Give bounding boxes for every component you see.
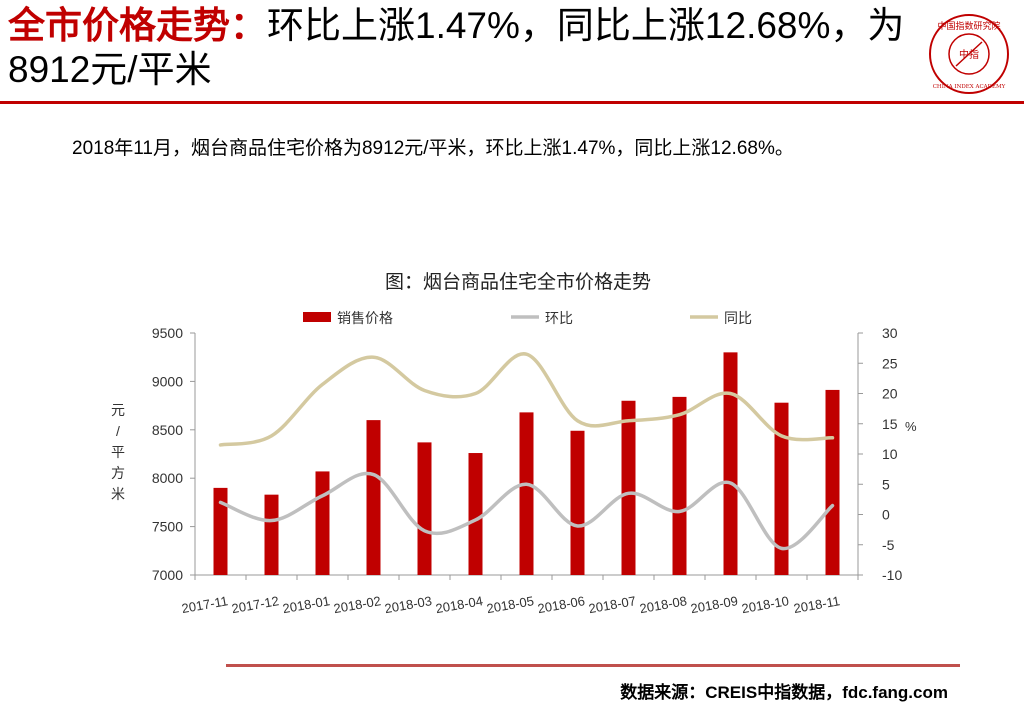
chart-title: 图：烟台商品住宅全市价格走势: [385, 271, 651, 293]
legend-label-1: 环比: [545, 310, 573, 326]
logo-ring-text: CHINA INDEX ACADEMY: [933, 84, 1006, 90]
bar-2018-04: [468, 453, 483, 575]
bar-2018-11: [825, 389, 840, 575]
x-tick-label-2018-02: 2018-02: [332, 593, 382, 616]
x-tick-label-2018-05: 2018-05: [485, 593, 535, 616]
y-right-tick-3: 5: [882, 476, 890, 492]
y-right-tick-0: -10: [882, 567, 902, 583]
bar-2017-11: [213, 487, 228, 575]
y-left-tick-1: 7500: [152, 519, 183, 535]
y-left-label-char-1: /: [116, 423, 120, 439]
y-left-label-char-3: 方: [111, 465, 125, 481]
y-left-tick-0: 7000: [152, 567, 183, 583]
y-right-tick-6: 20: [882, 386, 898, 402]
y-right-tick-5: 15: [882, 416, 898, 432]
bar-2018-03: [417, 442, 432, 575]
page-title: 全市价格走势：环比上涨1.47%，同比上涨12.68%，为8912元/平米: [8, 4, 908, 92]
logo-top-text: 中国指数研究院: [937, 20, 1000, 32]
x-tick-label-2018-10: 2018-10: [740, 593, 790, 616]
y-left-label-char-4: 米: [111, 486, 125, 502]
bar-2018-07: [621, 400, 636, 575]
y-left-tick-3: 8500: [152, 422, 183, 438]
y-right-tick-1: -5: [882, 537, 895, 553]
china-index-academy-logo: 中国指数研究院 中指 CHINA INDEX ACADEMY: [929, 14, 1009, 94]
summary-text: 2018年11月，烟台商品住宅价格为8912元/平米，环比上涨1.47%，同比上…: [72, 138, 794, 159]
x-tick-label-2018-08: 2018-08: [638, 593, 688, 616]
x-tick-label-2018-11: 2018-11: [792, 593, 841, 616]
bar-2018-05: [519, 412, 534, 575]
x-tick-label-2018-06: 2018-06: [536, 593, 586, 616]
x-tick-label-2018-03: 2018-03: [383, 593, 433, 616]
title-highlight: 全市价格走势：: [8, 5, 267, 46]
legend-swatch-0: [303, 312, 331, 322]
y-left-tick-2: 8000: [152, 470, 183, 486]
bar-2018-10: [774, 402, 789, 575]
x-tick-label-2018-09: 2018-09: [689, 593, 739, 616]
y-right-tick-2: 0: [882, 507, 890, 523]
bar-2018-06: [570, 430, 585, 575]
y-right-tick-4: 10: [882, 446, 898, 462]
y-right-tick-8: 30: [882, 325, 898, 341]
y-left-label-char-0: 元: [111, 402, 125, 418]
x-tick-label-2017-12: 2017-12: [230, 593, 280, 616]
x-tick-label-2018-04: 2018-04: [434, 593, 484, 616]
data-source: 数据来源：CREIS中指数据，fdc.fang.com: [620, 683, 948, 702]
title-rest: 环比上涨1.47%，同比上涨12.68%，为8912元/平米: [8, 5, 905, 90]
legend-label-2: 同比: [724, 310, 752, 326]
bar-2018-01: [315, 471, 330, 575]
y-right-label: %: [905, 419, 917, 434]
bar-2018-09: [723, 352, 738, 575]
bar-2018-02: [366, 420, 381, 575]
series-line-mom: [218, 471, 835, 551]
bar-2017-12: [264, 494, 279, 575]
footer-divider: [226, 664, 960, 667]
y-left-tick-4: 9000: [152, 373, 183, 389]
x-tick-label-2017-11: 2017-11: [180, 593, 229, 616]
x-tick-label-2018-07: 2018-07: [587, 593, 637, 616]
bar-2018-08: [672, 396, 687, 575]
logo-center-text: 中指: [959, 48, 979, 61]
y-right-tick-7: 25: [882, 355, 898, 371]
legend-label-0: 销售价格: [337, 310, 393, 326]
y-left-tick-5: 9500: [152, 325, 183, 341]
y-left-label-char-2: 平: [111, 444, 125, 460]
x-tick-label-2018-01: 2018-01: [281, 593, 331, 616]
header-divider: [0, 101, 1024, 104]
